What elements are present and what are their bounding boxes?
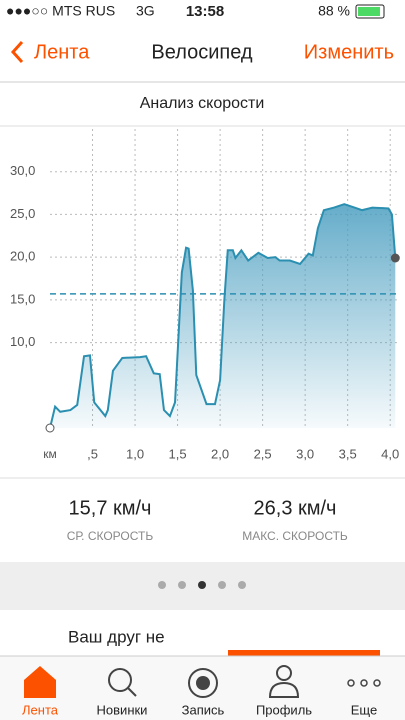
x-tick-label: ,5 [87,446,98,461]
x-axis-label: км [43,447,57,461]
tab-icon[interactable] [347,679,355,687]
tab-icon[interactable] [24,666,56,698]
stat-value: 15,7 км/ч [69,497,152,519]
x-tick-label: 1,0 [126,446,144,461]
y-tick-label: 15,0 [10,291,35,306]
y-tick-label: 30,0 [10,163,35,178]
pager-dot[interactable] [198,581,206,589]
tab-icon[interactable] [196,676,210,690]
tab-icon[interactable] [373,679,381,687]
battery-icon [355,4,385,19]
x-tick-label: 1,5 [169,446,187,461]
tab-icon[interactable] [188,668,218,698]
tab-label[interactable]: Запись [182,702,225,717]
pager-dot[interactable] [218,581,226,589]
stat-label: МАКС. СКОРОСТЬ [242,529,348,543]
battery-text: 88 % [318,3,350,19]
tab-icon[interactable] [276,665,292,681]
tab-icon[interactable] [127,687,137,697]
stat-value: 26,3 км/ч [254,497,337,519]
pager[interactable] [158,581,246,589]
carrier: ●●●○○ MTS RUS [6,3,115,19]
battery-level [358,7,380,16]
y-tick-label: 20,0 [10,249,35,264]
back-button[interactable]: Лента [34,41,90,63]
x-tick-label: 3,0 [296,446,314,461]
start-marker [45,423,55,433]
y-tick-label: 25,0 [10,206,35,221]
time: 13:58 [186,3,224,20]
tab-icon[interactable] [360,679,368,687]
network: 3G [136,3,155,19]
nav-title: Велосипед [151,41,253,63]
section-title: Анализ скорости [140,95,265,112]
x-tick-label: 3,5 [339,446,357,461]
end-marker [390,253,400,263]
x-tick-label: 4,0 [381,446,399,461]
tab-label[interactable]: Еще [351,702,377,717]
pager-dot[interactable] [158,581,166,589]
tab-icon[interactable] [108,668,132,692]
tab-label[interactable]: Новинки [97,702,148,717]
chart: км 10,0 15,0 20,0 25,0 30,0 ,5 1,0 1,5 2,0 2,5 3,0 3… [10,129,400,461]
area [50,204,396,428]
y-tick-label: 10,0 [10,334,35,349]
tab-icon[interactable] [268,681,300,698]
tab-label[interactable]: Лента [22,702,59,717]
tab-label[interactable]: Профиль [256,702,312,717]
edit-button[interactable]: Изменить [304,41,394,63]
line [49,203,397,429]
pager-dot[interactable] [178,581,186,589]
card-text: Ваш друг не [68,627,165,646]
x-tick-label: 2,5 [254,446,272,461]
pager-dot[interactable] [238,581,246,589]
x-tick-label: 2,0 [211,446,229,461]
back-icon[interactable] [10,40,24,64]
stat-label: СР. СКОРОСТЬ [67,529,154,543]
